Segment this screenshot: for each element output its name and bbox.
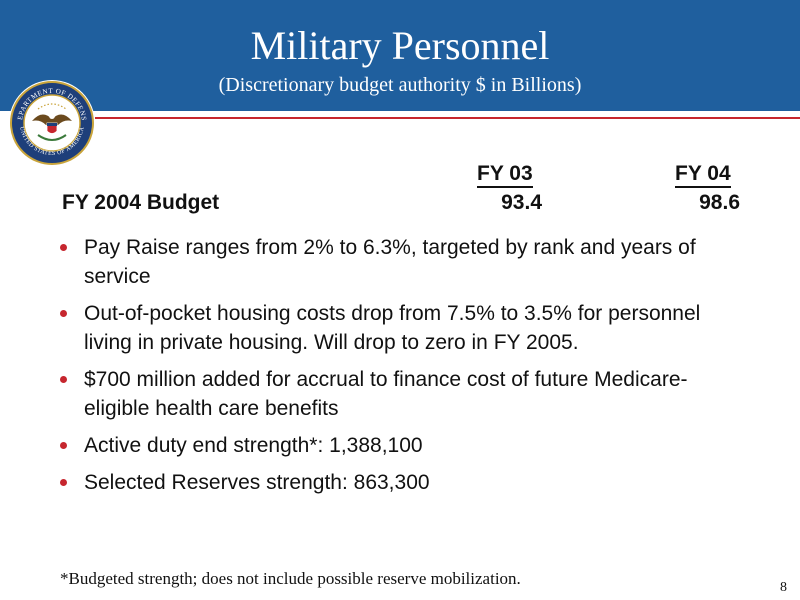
bullet-text: Pay Raise ranges from 2% to 6.3%, target… <box>84 236 696 288</box>
column-header-fy04: FY 04 <box>675 162 731 188</box>
bullet-dot-icon <box>60 442 67 449</box>
bullet-item: Active duty end strength*: 1,388,100 <box>58 431 738 460</box>
bullet-text: Out-of-pocket housing costs drop from 7.… <box>84 302 701 354</box>
bullet-item: Selected Reserves strength: 863,300 <box>58 468 738 497</box>
slide-subtitle: (Discretionary budget authority $ in Bil… <box>218 74 582 96</box>
bullet-text: $700 million added for accrual to financ… <box>84 368 688 420</box>
header-red-line <box>95 117 800 119</box>
bullet-list: Pay Raise ranges from 2% to 6.3%, target… <box>58 233 738 505</box>
slide-title: Military Personnel <box>250 23 550 68</box>
bullet-dot-icon <box>60 310 67 317</box>
budget-value-fy04: 98.6 <box>699 191 740 214</box>
bullet-dot-icon <box>60 376 67 383</box>
column-header-fy03: FY 03 <box>477 162 533 188</box>
budget-value-fy03: 93.4 <box>501 191 542 214</box>
bullet-item: Out-of-pocket housing costs drop from 7.… <box>58 299 738 357</box>
bullet-text: Selected Reserves strength: 863,300 <box>84 471 430 494</box>
bullet-dot-icon <box>60 479 67 486</box>
page-number: 8 <box>780 580 787 595</box>
footnote: *Budgeted strength; does not include pos… <box>60 569 521 588</box>
bullet-item: $700 million added for accrual to financ… <box>58 365 738 423</box>
header-band <box>0 0 800 111</box>
bullet-text: Active duty end strength*: 1,388,100 <box>84 434 423 457</box>
budget-row-label: FY 2004 Budget <box>62 191 220 214</box>
dod-seal-icon: DEPARTMENT OF DEFENSE UNITED STATES OF A… <box>8 79 96 167</box>
bullet-dot-icon <box>60 244 67 251</box>
bullet-item: Pay Raise ranges from 2% to 6.3%, target… <box>58 233 738 291</box>
